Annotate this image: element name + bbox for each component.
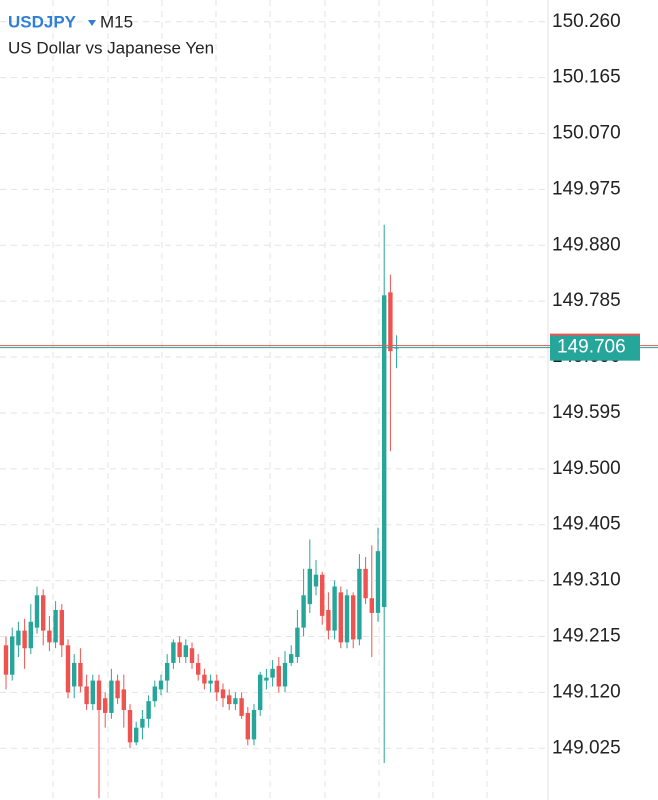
price-label-box <box>550 334 640 361</box>
candle-body <box>177 642 182 658</box>
candle-body <box>233 698 238 705</box>
candle-body <box>90 680 95 705</box>
candle-body <box>326 610 331 631</box>
y-tick-label: 149.310 <box>552 570 621 591</box>
candle-body <box>363 568 368 599</box>
y-tick-label: 149.120 <box>552 681 621 702</box>
candle-body <box>171 642 176 663</box>
candle-body <box>158 680 164 690</box>
candle-body <box>251 710 257 740</box>
candle-body <box>382 295 387 608</box>
candle-body <box>121 689 126 710</box>
candle-body <box>196 662 201 675</box>
candle-body <box>245 712 250 740</box>
candle-body <box>96 680 102 710</box>
candle-body <box>78 662 83 687</box>
candle-body <box>3 645 9 675</box>
y-tick-label: 149.975 <box>552 178 621 199</box>
y-tick-label: 150.070 <box>552 123 621 144</box>
candle-body <box>53 610 58 643</box>
current-price-label: 149.706 <box>557 337 626 358</box>
candle-body <box>258 674 263 710</box>
candle-body <box>202 674 207 684</box>
candle-body <box>344 595 350 643</box>
candle-body <box>103 698 108 713</box>
candle-body <box>338 592 343 643</box>
dropdown-icon[interactable] <box>88 20 96 26</box>
candle-body <box>332 586 337 631</box>
candle-body <box>208 680 213 684</box>
candle-body <box>301 595 306 628</box>
y-tick-label: 149.785 <box>552 290 621 311</box>
subtitle: US Dollar vs Japanese Yen <box>8 38 214 57</box>
candle-body <box>134 727 139 743</box>
y-tick-label: 149.405 <box>552 514 621 535</box>
candle-body <box>127 710 133 743</box>
candle-body <box>109 680 114 713</box>
candle-body <box>282 662 288 687</box>
candle-body <box>351 595 356 640</box>
candle-body <box>16 630 21 646</box>
candle-body <box>307 568 312 605</box>
candle-body <box>34 595 40 628</box>
plot: 150.260 150.165 150.070 149.975 149.880 149.7… <box>0 11 658 799</box>
candle-body <box>270 668 275 678</box>
candle-body <box>276 665 281 687</box>
candle-body <box>227 695 232 705</box>
candle-body <box>264 677 269 681</box>
candle-body <box>220 689 226 699</box>
candle-body <box>214 680 219 693</box>
y-tick-label: 150.260 <box>552 11 621 32</box>
candle-body <box>65 645 71 693</box>
candle-body <box>146 701 151 719</box>
candle-body <box>165 662 170 681</box>
candle-body <box>289 654 294 663</box>
y-tick-label: 149.025 <box>552 737 621 758</box>
candle-body <box>320 574 325 616</box>
candle-body <box>140 718 145 728</box>
symbol[interactable]: USDJPY <box>8 12 77 31</box>
candle-body <box>152 686 157 702</box>
candle-body <box>369 598 374 613</box>
candle-body <box>183 645 188 658</box>
candle-body <box>295 627 300 658</box>
candle-body <box>10 636 15 675</box>
candle-body <box>84 686 89 705</box>
candle-body <box>375 551 381 613</box>
candle-body <box>28 621 33 649</box>
candle-body <box>357 568 362 640</box>
candle-body <box>22 630 27 649</box>
candle-body <box>239 698 244 716</box>
y-tick-label: 149.595 <box>552 402 621 423</box>
y-tick-label: 149.215 <box>552 625 621 646</box>
candle-body <box>59 610 64 646</box>
y-tick-label: 149.500 <box>552 458 621 479</box>
candle-body <box>72 662 77 687</box>
y-tick-label: 150.165 <box>552 67 621 88</box>
candle-body <box>313 574 319 587</box>
y-tick-label: 149.880 <box>552 234 621 255</box>
candle-body <box>189 648 195 663</box>
candle-body <box>47 630 52 643</box>
timeframe[interactable]: M15 <box>100 12 133 31</box>
candle-body <box>41 595 46 631</box>
candle-body <box>388 292 393 352</box>
candle-body <box>115 680 120 699</box>
